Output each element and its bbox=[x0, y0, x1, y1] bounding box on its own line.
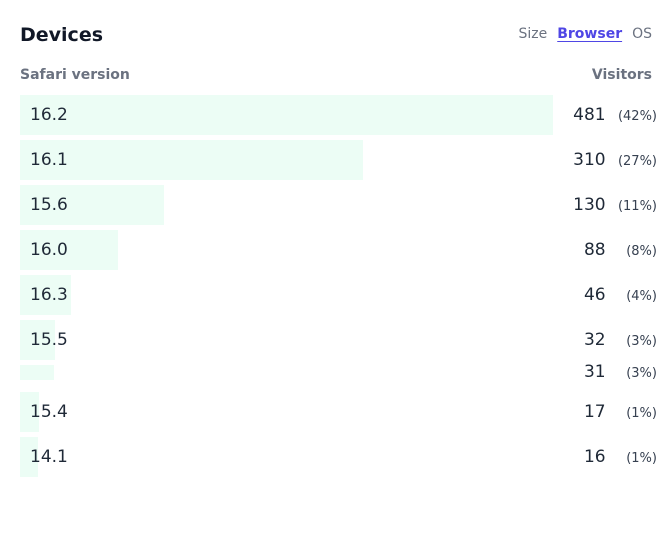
visitor-percent: (1%) bbox=[626, 406, 657, 421]
visitor-share-bar bbox=[20, 95, 553, 135]
list-item[interactable]: 16.0 88 (8%) bbox=[20, 230, 657, 270]
version-label: 14.1 bbox=[30, 447, 68, 467]
visitor-count: 17 (1%) bbox=[584, 392, 657, 434]
list-item[interactable]: 31 (3%) bbox=[20, 362, 657, 382]
list-item[interactable]: 16.3 46 (4%) bbox=[20, 275, 657, 315]
visitor-share-bar bbox=[20, 437, 38, 477]
visitor-share-bar bbox=[20, 230, 118, 270]
visitor-count: 88 (8%) bbox=[584, 230, 657, 272]
visitor-share-bar bbox=[20, 392, 39, 432]
visitor-percent: (27%) bbox=[617, 154, 657, 169]
card-title: Devices bbox=[20, 24, 104, 46]
visitor-number: 32 bbox=[583, 330, 606, 350]
visitor-number: 481 bbox=[573, 105, 606, 125]
tab-browser[interactable]: Browser bbox=[557, 26, 623, 42]
visitor-percent: (4%) bbox=[626, 289, 657, 304]
visitor-count: 310 (27%) bbox=[573, 140, 657, 182]
version-label: 16.1 bbox=[30, 150, 68, 170]
visitor-number: 130 bbox=[573, 195, 606, 215]
visitor-count: 32 (3%) bbox=[584, 320, 657, 362]
tab-bar: Size Browser OS bbox=[518, 26, 652, 42]
visitor-percent: (1%) bbox=[626, 451, 657, 466]
visitor-count: 46 (4%) bbox=[584, 275, 657, 317]
visitor-count: 130 (11%) bbox=[573, 185, 657, 227]
visitor-number: 88 bbox=[583, 240, 606, 260]
visitor-share-bar bbox=[20, 320, 56, 360]
visitor-number: 16 bbox=[583, 447, 606, 467]
visitor-share-bar bbox=[20, 275, 72, 315]
version-label: 15.6 bbox=[30, 195, 68, 215]
visitor-number: 31 bbox=[583, 362, 606, 382]
visitor-percent: (3%) bbox=[626, 334, 657, 349]
visitor-count: 31 (3%) bbox=[583, 362, 657, 382]
visitor-share-bar bbox=[20, 140, 364, 180]
breakdown-list: 16.2 481 (42%) 16.1 310 (27%) 15.6 130 (… bbox=[20, 95, 657, 482]
visitor-share-bar bbox=[20, 185, 164, 225]
visitor-percent: (11%) bbox=[617, 199, 657, 214]
version-label: 16.0 bbox=[30, 240, 68, 260]
column-header-version: Safari version bbox=[20, 67, 130, 83]
visitor-percent: (3%) bbox=[626, 366, 657, 381]
version-label: 16.2 bbox=[30, 105, 68, 125]
list-item[interactable]: 16.1 310 (27%) bbox=[20, 140, 657, 180]
list-item[interactable]: 14.1 16 (1%) bbox=[20, 437, 657, 477]
version-label: 16.3 bbox=[30, 285, 68, 305]
visitor-number: 310 bbox=[573, 150, 606, 170]
visitor-share-bar bbox=[20, 365, 55, 380]
list-item[interactable]: 15.6 130 (11%) bbox=[20, 185, 657, 225]
list-item[interactable]: 15.5 32 (3%) bbox=[20, 320, 657, 360]
column-header-visitors: Visitors bbox=[591, 67, 652, 83]
visitor-count: 16 (1%) bbox=[584, 437, 657, 479]
tab-os[interactable]: OS bbox=[632, 26, 652, 42]
version-label: 15.4 bbox=[30, 402, 68, 422]
version-label: 15.5 bbox=[30, 330, 68, 350]
list-item[interactable]: 16.2 481 (42%) bbox=[20, 95, 657, 135]
tab-size[interactable]: Size bbox=[518, 26, 548, 42]
visitor-number: 17 bbox=[583, 402, 606, 422]
visitor-number: 46 bbox=[583, 285, 606, 305]
visitor-count: 481 (42%) bbox=[573, 95, 657, 137]
visitor-percent: (8%) bbox=[626, 244, 657, 259]
list-item[interactable]: 15.4 17 (1%) bbox=[20, 392, 657, 432]
visitor-percent: (42%) bbox=[617, 109, 657, 124]
